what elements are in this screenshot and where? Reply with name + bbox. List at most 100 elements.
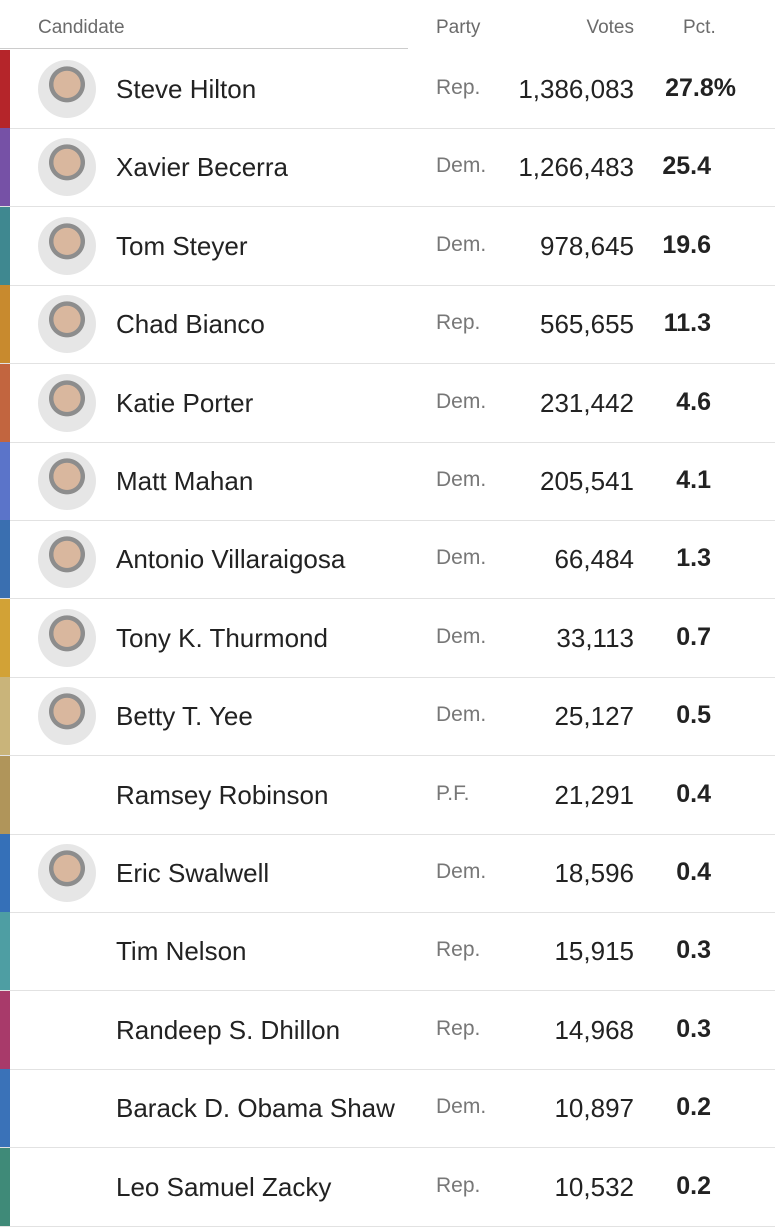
party: Rep. <box>436 76 481 99</box>
candidate-row: Randeep S. Dhillon Rep. 14,968 0.3 <box>0 990 775 1070</box>
party-color-bar <box>0 912 10 991</box>
party: Rep. <box>436 1173 481 1197</box>
percent: 0.2 <box>676 1171 711 1200</box>
percent: 1.3 <box>676 544 711 573</box>
candidate-name: Antonio Villaraigosa <box>116 544 346 575</box>
party: P.F. <box>436 781 470 805</box>
candidate-row: Eric Swalwell Dem. 18,596 0.4 <box>0 834 775 913</box>
candidate-photo <box>38 844 96 902</box>
percent: 4.6 <box>676 387 711 416</box>
candidate-row: Chad Bianco Rep. 565,655 11.3 <box>0 285 775 365</box>
page: Candidate Party Votes Pct. Steve Hilton R… <box>0 17 775 1227</box>
candidate-row: Tom Steyer Dem. 978,645 19.6 <box>0 206 775 286</box>
header-party: Party <box>436 17 481 38</box>
header-votes: Votes <box>586 17 634 38</box>
votes: 978,645 <box>540 230 634 261</box>
candidate-row: Ramsey Robinson P.F. 21,291 0.4 <box>0 755 775 835</box>
candidate-name: Tony K. Thurmond <box>116 622 328 653</box>
candidate-row: Tony K. Thurmond Dem. 33,113 0.7 <box>0 598 775 678</box>
votes: 33,113 <box>556 622 634 653</box>
candidate-row: Betty T. Yee Dem. 25,127 0.5 <box>0 677 775 757</box>
votes: 15,915 <box>554 936 634 967</box>
percent: 0.7 <box>676 622 711 651</box>
candidate-name: Eric Swalwell <box>116 858 270 888</box>
candidate-row: Leo Samuel Zacky Rep. 10,532 0.2 <box>0 1147 775 1227</box>
candidate-photo <box>38 373 96 432</box>
votes: 10,532 <box>554 1171 634 1202</box>
candidate-row: Katie Porter Dem. 231,442 4.6 <box>0 363 775 443</box>
party-color-bar <box>0 442 10 520</box>
party: Dem. <box>436 389 487 413</box>
candidate-row: Tim Nelson Rep. 15,915 0.3 <box>0 912 775 992</box>
candidate-row: Antonio Villaraigosa Dem. 66,484 1.3 <box>0 520 775 600</box>
candidate-name: Barack D. Obama Shaw <box>116 1093 395 1124</box>
candidate-name: Chad Bianco <box>116 309 265 340</box>
party: Dem. <box>436 468 487 491</box>
candidate-name: Betty T. Yee <box>116 701 253 732</box>
candidate-name: Steve Hilton <box>116 74 257 104</box>
votes: 10,897 <box>554 1093 634 1124</box>
party: Dem. <box>436 1095 487 1119</box>
candidate-photo <box>38 687 96 746</box>
candidate-photo <box>38 60 96 118</box>
percent: 0.3 <box>676 936 711 965</box>
votes: 565,655 <box>540 309 634 340</box>
party-color-bar <box>0 520 10 599</box>
votes: 66,484 <box>554 544 634 575</box>
votes: 21,291 <box>554 779 634 810</box>
candidate-photo <box>38 216 96 275</box>
party-color-bar <box>0 285 10 364</box>
percent: 0.4 <box>676 779 711 808</box>
candidate-name: Tim Nelson <box>116 936 247 967</box>
header-rule <box>0 48 408 49</box>
percent: 25.4 <box>662 152 711 181</box>
percent: 0.2 <box>676 1093 711 1122</box>
candidate-photo <box>38 530 96 589</box>
party-color-bar <box>0 834 10 912</box>
candidate-name: Katie Porter <box>116 387 254 418</box>
party-color-bar <box>0 363 10 442</box>
party-color-bar <box>0 677 10 756</box>
party: Dem. <box>436 232 487 256</box>
votes: 1,386,083 <box>518 74 634 104</box>
votes: 18,596 <box>554 858 634 888</box>
votes: 25,127 <box>554 701 634 732</box>
party-color-bar <box>0 50 10 128</box>
candidate-photo <box>38 295 96 354</box>
candidate-name: Matt Mahan <box>116 466 254 496</box>
candidate-name: Leo Samuel Zacky <box>116 1171 332 1202</box>
percent: 0.4 <box>676 858 711 886</box>
party-color-bar <box>0 128 10 207</box>
candidate-photo <box>38 608 96 667</box>
header-candidate: Candidate <box>38 17 125 38</box>
party: Dem. <box>436 546 487 570</box>
candidate-row: Steve Hilton Rep. 1,386,083 27.8% <box>0 50 775 129</box>
votes: 14,968 <box>554 1014 634 1045</box>
party: Dem. <box>436 154 487 178</box>
party: Dem. <box>436 860 487 883</box>
party: Rep. <box>436 938 481 962</box>
party-color-bar <box>0 598 10 677</box>
candidate-name: Xavier Becerra <box>116 152 288 183</box>
percent: 0.3 <box>676 1014 711 1043</box>
header-pct: Pct. <box>683 17 716 38</box>
party-color-bar <box>0 1069 10 1148</box>
votes: 205,541 <box>540 466 634 496</box>
party: Dem. <box>436 703 487 727</box>
candidate-name: Randeep S. Dhillon <box>116 1014 341 1045</box>
party: Rep. <box>436 1016 481 1040</box>
percent: 19.6 <box>662 230 711 259</box>
party: Dem. <box>436 624 487 648</box>
percent: 0.5 <box>676 701 711 730</box>
party-color-bar <box>0 755 10 834</box>
candidate-row: Xavier Becerra Dem. 1,266,483 25.4 <box>0 128 775 208</box>
candidate-photo <box>38 452 96 510</box>
percent: 4.1 <box>676 466 711 494</box>
votes: 231,442 <box>540 387 634 418</box>
party-color-bar <box>0 990 10 1069</box>
party: Rep. <box>436 311 481 335</box>
candidate-row: Matt Mahan Dem. 205,541 4.1 <box>0 442 775 521</box>
party-color-bar <box>0 206 10 285</box>
candidate-name: Ramsey Robinson <box>116 779 329 810</box>
votes: 1,266,483 <box>518 152 634 183</box>
